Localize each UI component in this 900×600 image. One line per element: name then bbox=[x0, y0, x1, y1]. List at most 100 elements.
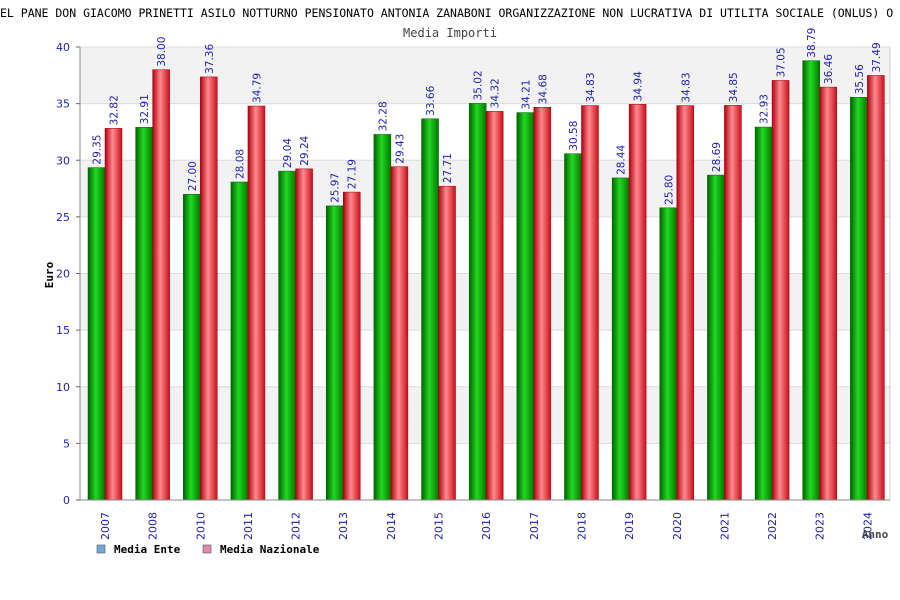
data-label-media-ente-2013: 25.97 bbox=[330, 173, 342, 203]
bar-media-nazionale-2021 bbox=[724, 105, 742, 501]
x-tick-label-2019: 2019 bbox=[623, 512, 636, 540]
data-label-media-ente-2019: 28.44 bbox=[616, 145, 628, 175]
bar-media-ente-2018 bbox=[564, 153, 582, 501]
bar-media-nazionale-2020 bbox=[676, 105, 695, 501]
bar-media-ente-2016 bbox=[468, 103, 487, 501]
bar-media-ente-2008 bbox=[135, 127, 153, 501]
bar-media-nazionale-2016 bbox=[485, 111, 504, 501]
y-axis: 0 5 10 15 20 25 30 35 40 bbox=[56, 41, 81, 507]
data-label-media-ente-2007: 29.35 bbox=[92, 135, 104, 165]
data-label-media-ente-2010: 27.00 bbox=[187, 161, 199, 191]
data-label-media-ente-2018: 30.58 bbox=[568, 121, 580, 151]
bar-media-nazionale-2010 bbox=[200, 76, 218, 501]
data-label-media-nazionale-2007: 32.82 bbox=[109, 95, 121, 125]
data-label-media-nazionale-2015: 27.71 bbox=[442, 153, 454, 183]
legend-swatch-media-ente bbox=[96, 544, 106, 554]
data-labels: 29.35 32.82 32.91 38.00 27.00 37.36 28.08 34.79… bbox=[92, 28, 883, 205]
data-label-media-ente-2014: 32.28 bbox=[377, 101, 389, 131]
bars bbox=[87, 60, 885, 501]
bar-media-nazionale-2024 bbox=[867, 75, 885, 501]
data-label-media-nazionale-2019: 34.94 bbox=[633, 71, 645, 101]
x-tick-label-2008: 2008 bbox=[147, 512, 160, 540]
bar-media-nazionale-2007 bbox=[104, 128, 123, 501]
data-label-media-ente-2011: 28.08 bbox=[234, 149, 246, 179]
data-label-media-nazionale-2017: 34.68 bbox=[537, 74, 549, 104]
data-label-media-nazionale-2012: 29.24 bbox=[299, 135, 311, 165]
x-tick-label-2007: 2007 bbox=[99, 512, 112, 540]
y-tick-label: 35 bbox=[56, 98, 70, 111]
x-tick-label-2024: 2024 bbox=[861, 512, 874, 540]
bar-media-ente-2013 bbox=[325, 205, 344, 501]
bar-media-nazionale-2012 bbox=[295, 168, 313, 501]
y-tick-label: 15 bbox=[56, 324, 70, 337]
data-label-media-nazionale-2024: 37.49 bbox=[871, 42, 883, 72]
x-tick-label-2023: 2023 bbox=[814, 512, 827, 540]
bar-media-nazionale-2008 bbox=[152, 69, 170, 501]
bar-media-nazionale-2023 bbox=[819, 86, 837, 501]
x-tick-label-2020: 2020 bbox=[671, 512, 684, 540]
x-tick-label-2021: 2021 bbox=[718, 512, 731, 540]
data-label-media-nazionale-2018: 34.83 bbox=[585, 72, 597, 102]
x-tick-label-2018: 2018 bbox=[575, 512, 588, 540]
bar-media-nazionale-2017 bbox=[533, 106, 552, 501]
data-label-media-ente-2016: 35.02 bbox=[473, 70, 485, 100]
y-axis-label: Euro bbox=[43, 261, 56, 288]
y-tick-label: 5 bbox=[63, 437, 70, 450]
bar-media-ente-2007 bbox=[87, 167, 106, 501]
bar-media-ente-2020 bbox=[659, 207, 678, 501]
bar-media-ente-2024 bbox=[850, 97, 868, 501]
legend-label-media-ente: Media Ente bbox=[114, 543, 181, 556]
bar-media-ente-2011 bbox=[230, 181, 249, 501]
x-tick-label-2013: 2013 bbox=[337, 512, 350, 540]
data-label-media-nazionale-2020: 34.83 bbox=[680, 72, 692, 102]
chart-subtitle: Media Importi bbox=[403, 26, 497, 40]
data-label-media-ente-2024: 35.56 bbox=[854, 64, 866, 94]
x-tick-label-2016: 2016 bbox=[480, 512, 493, 540]
data-label-media-nazionale-2021: 34.85 bbox=[728, 72, 740, 102]
data-label-media-nazionale-2011: 34.79 bbox=[251, 73, 263, 103]
bar-media-ente-2014 bbox=[373, 134, 392, 501]
x-axis: 2007 2008 2010 2011 2012 2013 2014 2015 2016 2017… bbox=[80, 499, 890, 540]
bar-media-ente-2017 bbox=[516, 112, 535, 501]
bar-media-ente-2021 bbox=[707, 174, 725, 501]
y-tick-label: 10 bbox=[56, 381, 70, 394]
legend: Media Ente Media Nazionale bbox=[96, 543, 320, 556]
x-tick-label-2017: 2017 bbox=[528, 512, 541, 540]
bar-media-nazionale-2018 bbox=[581, 105, 599, 501]
x-tick-label-2015: 2015 bbox=[433, 512, 446, 540]
data-label-media-nazionale-2022: 37.05 bbox=[776, 47, 788, 77]
x-tick-label-2011: 2011 bbox=[242, 512, 255, 540]
bar-media-nazionale-2011 bbox=[247, 105, 266, 501]
legend-swatch-media-nazionale bbox=[202, 544, 212, 554]
bar-media-ente-2019 bbox=[611, 177, 630, 501]
data-label-media-nazionale-2016: 34.32 bbox=[490, 78, 502, 108]
bar-media-ente-2022 bbox=[754, 126, 773, 501]
bar-media-nazionale-2014 bbox=[390, 166, 409, 501]
x-tick-label-2010: 2010 bbox=[194, 512, 207, 540]
x-tick-label-2012: 2012 bbox=[290, 512, 303, 540]
data-label-media-ente-2012: 29.04 bbox=[282, 138, 294, 168]
data-label-media-ente-2015: 33.66 bbox=[425, 85, 437, 115]
y-tick-label: 30 bbox=[56, 154, 70, 167]
y-tick-label: 25 bbox=[56, 211, 70, 224]
bar-media-nazionale-2015 bbox=[438, 185, 456, 501]
bar-media-nazionale-2022 bbox=[771, 80, 790, 501]
data-label-media-ente-2023: 38.79 bbox=[806, 28, 818, 58]
bar-media-ente-2015 bbox=[421, 118, 439, 501]
bar-media-nazionale-2013 bbox=[342, 191, 361, 501]
data-label-media-nazionale-2008: 38.00 bbox=[156, 37, 168, 67]
bar-media-ente-2010 bbox=[183, 193, 201, 501]
bar-media-ente-2012 bbox=[278, 170, 296, 501]
data-label-media-ente-2008: 32.91 bbox=[139, 94, 151, 124]
y-tick-label: 40 bbox=[56, 41, 70, 54]
data-label-media-nazionale-2014: 29.43 bbox=[394, 134, 406, 164]
data-label-media-ente-2020: 25.80 bbox=[663, 175, 675, 205]
data-label-media-nazionale-2023: 36.46 bbox=[823, 54, 835, 84]
y-tick-label: 0 bbox=[63, 494, 70, 507]
y-tick-label: 20 bbox=[56, 268, 70, 281]
data-label-media-ente-2022: 32.93 bbox=[759, 94, 771, 124]
x-axis-label: Anno bbox=[862, 528, 889, 541]
bar-media-ente-2023 bbox=[802, 60, 820, 501]
x-tick-label-2022: 2022 bbox=[766, 512, 779, 540]
